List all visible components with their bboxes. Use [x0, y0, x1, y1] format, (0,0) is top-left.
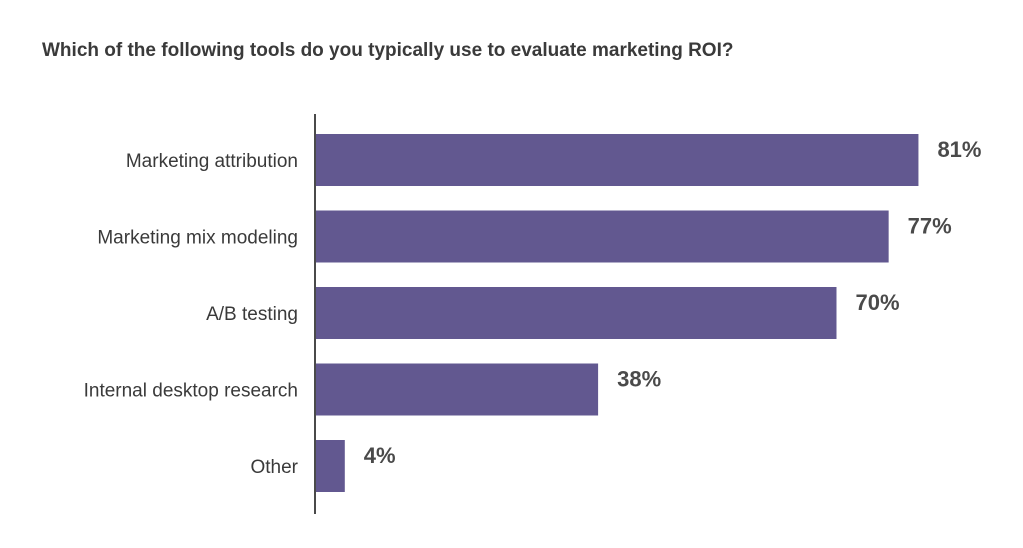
category-labels: Marketing attribution Marketing mix model… — [84, 151, 299, 478]
category-label-internal-desktop-research: Internal desktop research — [84, 381, 298, 402]
value-label-marketing-attribution: 81% — [937, 137, 981, 162]
category-label-marketing-attribution: Marketing attribution — [126, 151, 298, 172]
category-label-a-b-testing: A/B testing — [206, 304, 298, 325]
category-label-marketing-mix-modeling: Marketing mix modeling — [97, 228, 298, 249]
value-label-marketing-mix-modeling: 77% — [908, 214, 952, 239]
value-label-a-b-testing: 70% — [856, 290, 900, 315]
bar-marketing-mix-modeling — [315, 210, 889, 263]
bars-group — [315, 134, 919, 492]
bar-marketing-attribution — [315, 134, 919, 186]
value-label-other: 4% — [364, 443, 396, 468]
value-labels: 81% 77% 70% 38% 4% — [364, 137, 982, 468]
category-label-other: Other — [250, 457, 298, 478]
bar-internal-desktop-research — [315, 363, 599, 416]
bar-other — [315, 440, 345, 492]
chart-title: Which of the following tools do you typi… — [42, 40, 734, 61]
bar-a-b-testing — [315, 287, 837, 339]
value-label-internal-desktop-research: 38% — [617, 367, 661, 392]
